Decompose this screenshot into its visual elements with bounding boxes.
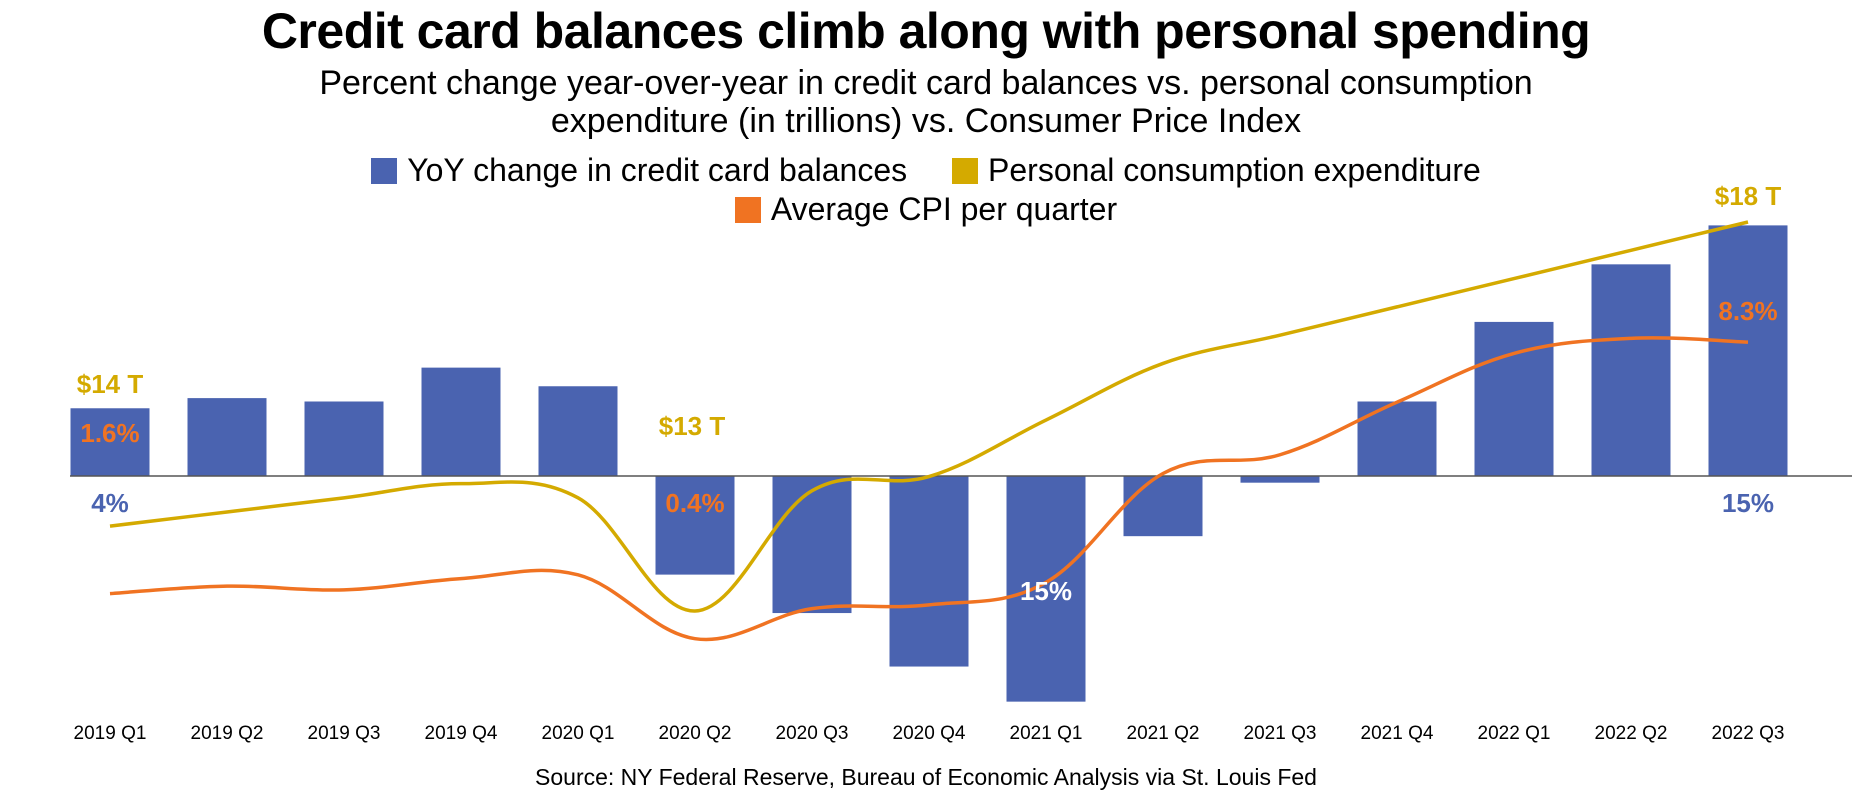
source-note: Source: NY Federal Reserve, Bureau of Ec…	[535, 764, 1317, 790]
x-tick-label-2022-q1: 2022 Q1	[1478, 723, 1551, 744]
bar-2021-q1	[1006, 476, 1086, 702]
subtitle-line-1: Percent change year-over-year in credit …	[319, 64, 1533, 102]
cpi-data-label-14: 8.3%	[1718, 296, 1777, 326]
bar-2019-q3	[304, 401, 384, 476]
bar-2020-q1	[538, 386, 618, 476]
x-tick-label-2019-q4: 2019 Q4	[425, 723, 498, 744]
pce-data-label-14: $18 T	[1715, 181, 1782, 211]
x-tick-label-2020-q2: 2020 Q2	[659, 723, 732, 744]
legend-label-credit-card: YoY change in credit card balances	[407, 152, 908, 188]
bar-2019-q2	[187, 398, 267, 476]
legend-swatch-gold	[952, 158, 979, 184]
legend-item-cpi: Average CPI per quarter	[734, 191, 1118, 228]
chart-title: Credit card balances climb along with pe…	[261, 3, 1591, 59]
x-tick-label-2020-q3: 2020 Q3	[776, 723, 849, 744]
bar-2019-q4	[421, 367, 501, 476]
bar-2020-q4	[889, 476, 969, 667]
legend-label-cpi: Average CPI per quarter	[770, 191, 1118, 227]
bar-2022-q2	[1591, 264, 1671, 476]
bar-2022-q3	[1708, 225, 1788, 476]
bar-2021-q2	[1123, 476, 1203, 537]
legend-label-pce: Personal consumption expenditure	[988, 152, 1481, 188]
bar-data-label-0: 4%	[91, 488, 129, 518]
legend-swatch-blue	[371, 158, 398, 184]
subtitle-line-2: expenditure (in trillions) vs. Consumer …	[550, 102, 1302, 140]
legend: YoY change in credit card balances Perso…	[0, 152, 1852, 189]
cpi-line	[109, 336, 1749, 642]
pce-line	[109, 220, 1749, 613]
cpi-data-label-0: 1.6%	[80, 418, 139, 448]
bar-data-label-14: 15%	[1722, 488, 1774, 518]
bar-2021-q3	[1240, 476, 1320, 483]
x-tick-label-2022-q2: 2022 Q2	[1595, 723, 1668, 744]
bar-2020-q2	[655, 476, 735, 575]
legend-swatch-orange	[734, 197, 761, 223]
x-tick-label-2021-q3: 2021 Q3	[1244, 723, 1317, 744]
chart-subtitle: Percent change year-over-year in credit …	[0, 64, 1852, 140]
legend-item-credit-card: YoY change in credit card balances	[371, 152, 907, 189]
x-tick-label-2021-q4: 2021 Q4	[1361, 723, 1434, 744]
bar-2019-q1	[70, 408, 150, 476]
x-tick-label-2020-q4: 2020 Q4	[893, 723, 966, 744]
x-tick-label-2019-q1: 2019 Q1	[74, 723, 147, 744]
x-tick-label-2019-q3: 2019 Q3	[308, 723, 381, 744]
x-tick-label-2021-q1: 2021 Q1	[1010, 723, 1083, 744]
legend-row-2: Average CPI per quarter	[0, 191, 1852, 228]
x-tick-label-2019-q2: 2019 Q2	[191, 723, 264, 744]
pce-data-label-0: $14 T	[77, 369, 144, 399]
x-tick-label-2021-q2: 2021 Q2	[1127, 723, 1200, 744]
bar-2020-q3	[772, 476, 852, 614]
bar-2022-q1	[1474, 321, 1554, 476]
pce-data-label-5: $13 T	[659, 411, 726, 441]
legend-item-pce: Personal consumption expenditure	[952, 152, 1481, 189]
bar-2021-q4	[1357, 401, 1437, 476]
x-tick-label-2020-q1: 2020 Q1	[542, 723, 615, 744]
cpi-data-label-5: 0.4%	[665, 488, 724, 518]
x-tick-label-2022-q3: 2022 Q3	[1712, 723, 1785, 744]
bar-data-label-8: 15%	[1020, 576, 1072, 606]
